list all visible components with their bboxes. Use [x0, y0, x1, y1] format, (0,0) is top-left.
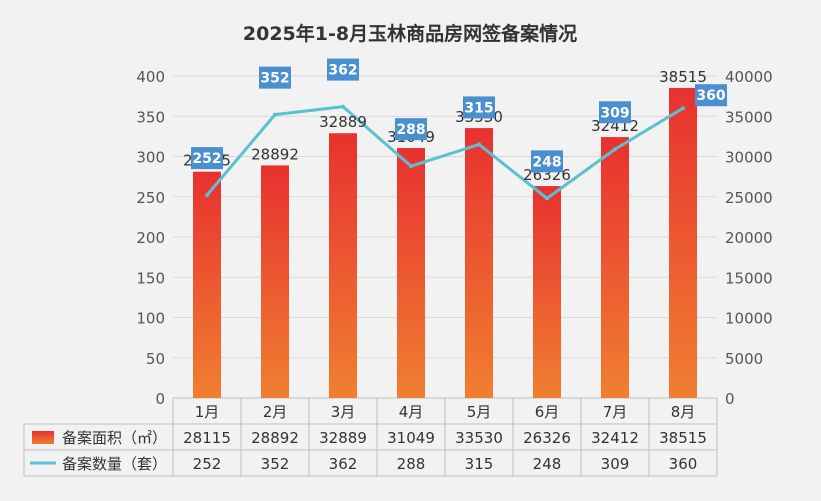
- bar-series: [193, 87, 697, 399]
- y-right-tick-label: 10000: [725, 310, 773, 328]
- bar: [669, 87, 697, 398]
- table-cell: 28892: [251, 429, 299, 447]
- table-cell: 309: [601, 455, 630, 473]
- line-value-box: [531, 150, 563, 173]
- data-labels: 2811528892328893104933530263263241238515…: [183, 58, 727, 184]
- bar: [193, 171, 221, 398]
- y-left-tick-label: 100: [136, 310, 165, 328]
- table-cell: 38515: [659, 429, 707, 447]
- table-cell: 32889: [319, 429, 367, 447]
- line-point: [477, 142, 481, 147]
- line-series: [205, 104, 685, 201]
- line-value-label: 309: [600, 105, 629, 121]
- y-left-tick-label: 250: [136, 189, 165, 207]
- line-value-label: 352: [260, 71, 289, 87]
- line-point: [273, 112, 277, 117]
- bar-value-label: 38515: [659, 68, 707, 86]
- line-value-box: [463, 96, 495, 119]
- table-cell: 33530: [455, 429, 503, 447]
- table-cell: 360: [669, 455, 698, 473]
- table-cell: 288: [397, 455, 426, 473]
- y-right-tick-label: 25000: [725, 189, 773, 207]
- x-category-label: 8月: [671, 403, 696, 421]
- line-value-box: [395, 118, 427, 141]
- x-category-label: 1月: [195, 403, 220, 421]
- y-left-tick-label: 350: [136, 108, 165, 126]
- data-table: 1月 28115 252 2月 28892 352 3月 32889 362 4月 31049 288…: [23, 397, 718, 477]
- table-cell: 248: [533, 455, 562, 473]
- y-right-tick-label: 40000: [725, 68, 773, 86]
- chart-title: 2025年1-8月玉林商品房网签备案情况: [243, 22, 577, 45]
- line-value-label: 360: [696, 88, 725, 104]
- x-category-label: 7月: [603, 403, 628, 421]
- y-left-tick-label: 200: [136, 229, 165, 247]
- bar-value-label: 28892: [251, 145, 299, 163]
- table-cell: 31049: [387, 429, 435, 447]
- table-cell: 362: [329, 455, 358, 473]
- x-category-label: 4月: [399, 403, 424, 421]
- bar: [465, 128, 493, 398]
- line-value-label: 252: [192, 151, 221, 167]
- y-right-tick-label: 35000: [725, 108, 773, 126]
- line-point: [681, 106, 685, 111]
- line-value-label: 288: [396, 122, 425, 138]
- table-cell: 28115: [183, 429, 231, 447]
- line-point: [545, 196, 549, 201]
- bar: [261, 165, 289, 398]
- y-right-tick-label: 5000: [725, 350, 763, 368]
- x-category-label: 5月: [467, 403, 492, 421]
- y-right-tick-label: 30000: [725, 149, 773, 167]
- table-cell: 315: [465, 455, 494, 473]
- axes: 0 50 100 150 200 250 300 350 400 0 5000 10000 15000 2…: [136, 68, 772, 408]
- y-right-tick-label: 20000: [725, 229, 773, 247]
- line-value-box: [695, 84, 727, 107]
- y-left-tick-label: 0: [155, 390, 165, 408]
- table-cell: 26326: [523, 429, 571, 447]
- line-value-label: 362: [328, 63, 357, 79]
- y-left-tick-label: 300: [136, 149, 165, 167]
- line-point: [205, 193, 209, 198]
- y-left-tick-label: 150: [136, 269, 165, 287]
- bar: [601, 137, 629, 398]
- line-point: [613, 147, 617, 152]
- x-category-label: 2月: [263, 403, 288, 421]
- x-category-label: 6月: [535, 403, 560, 421]
- line-value-box: [191, 147, 223, 170]
- bar: [533, 186, 561, 398]
- table-cell: 252: [193, 455, 222, 473]
- legend-label-bar: 备案面积（㎡）: [62, 429, 167, 447]
- line-value-label: 248: [532, 154, 561, 170]
- line-point: [341, 104, 345, 109]
- y-right-tick-label: 0: [725, 390, 735, 408]
- bar: [397, 148, 425, 398]
- x-category-label: 3月: [331, 403, 356, 421]
- legend-key-bar: [32, 431, 54, 444]
- y-left-tick-label: 400: [136, 68, 165, 86]
- bar: [329, 133, 357, 399]
- line-value-box: [259, 66, 291, 89]
- y-right-tick-label: 15000: [725, 269, 773, 287]
- bar-value-label: 32889: [319, 113, 367, 131]
- y-left-tick-label: 50: [146, 350, 165, 368]
- line-path: [205, 105, 684, 200]
- table-cell: 32412: [591, 429, 639, 447]
- line-value-label: 315: [464, 100, 493, 116]
- legend-label-line: 备案数量（套）: [62, 455, 167, 473]
- table-cell: 352: [261, 455, 290, 473]
- line-point: [409, 164, 413, 169]
- line-value-box: [327, 58, 359, 81]
- line-value-box: [599, 101, 631, 124]
